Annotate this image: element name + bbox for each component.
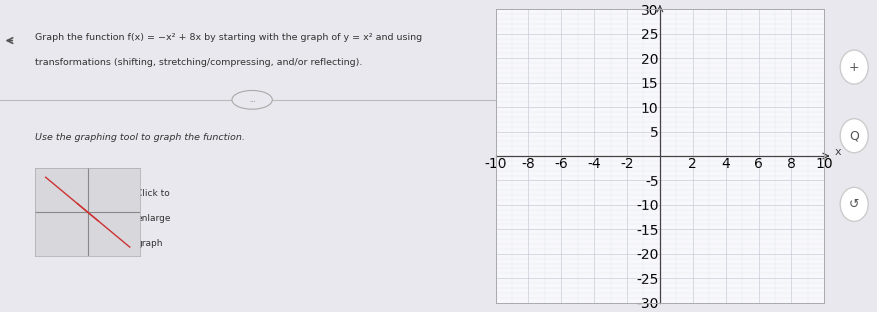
Text: transformations (shifting, stretching/compressing, and/or reflecting).: transformations (shifting, stretching/co…: [35, 58, 363, 67]
Circle shape: [840, 187, 868, 222]
Text: x: x: [834, 147, 841, 157]
Text: Graph the function f(x) = −x² + 8x by starting with the graph of y = x² and usin: Graph the function f(x) = −x² + 8x by st…: [35, 33, 423, 42]
Text: Use the graphing tool to graph the function.: Use the graphing tool to graph the funct…: [35, 133, 246, 142]
Text: Q: Q: [849, 129, 859, 142]
Text: ...: ...: [249, 97, 255, 103]
Text: +: +: [849, 61, 859, 74]
Text: graph: graph: [136, 239, 162, 248]
Text: Click to: Click to: [136, 189, 170, 198]
Text: ↺: ↺: [849, 198, 859, 211]
Ellipse shape: [232, 90, 272, 109]
Circle shape: [840, 50, 868, 84]
Text: enlarge: enlarge: [136, 214, 171, 223]
Circle shape: [840, 119, 868, 153]
